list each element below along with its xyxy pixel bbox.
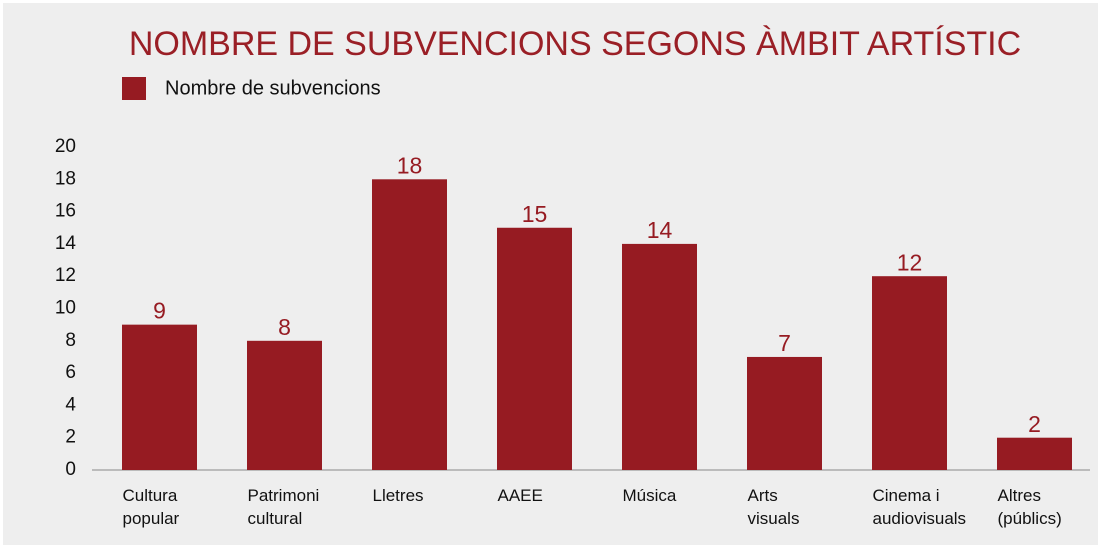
- bar: [747, 356, 822, 470]
- y-tick-label: 8: [65, 330, 76, 351]
- value-label: 8: [278, 314, 291, 340]
- x-tick-label: Cultura popular: [123, 486, 180, 528]
- y-tick-label: 12: [55, 265, 76, 286]
- bar: [497, 227, 572, 470]
- legend-label: Nombre de subvencions: [165, 77, 381, 99]
- value-label: 18: [397, 152, 423, 178]
- bar: [872, 276, 947, 470]
- value-label: 12: [897, 249, 923, 275]
- y-tick-label: 0: [65, 459, 76, 480]
- y-tick-label: 4: [65, 394, 76, 415]
- y-tick-label: 10: [55, 298, 76, 319]
- value-label: 14: [647, 217, 673, 243]
- x-tick-label: Cinema i audiovisuals: [873, 486, 967, 528]
- value-label: 9: [153, 298, 166, 324]
- y-tick-label: 6: [65, 362, 76, 383]
- y-tick-label: 2: [65, 427, 76, 448]
- x-tick-label: Arts visuals: [748, 486, 800, 528]
- y-tick-label: 18: [55, 168, 76, 189]
- legend-swatch: [122, 77, 146, 100]
- x-tick-label: Patrimoni cultural: [248, 486, 320, 528]
- bar: [247, 340, 322, 470]
- value-label: 7: [778, 330, 791, 356]
- x-tick-label: Altres (públics): [998, 486, 1062, 528]
- bar: [997, 437, 1072, 470]
- x-tick-label: Música: [623, 486, 677, 505]
- bar: [372, 179, 447, 471]
- value-label: 2: [1028, 411, 1041, 437]
- chart-title: NOMBRE DE SUBVENCIONS SEGONS ÀMBIT ARTÍS…: [129, 25, 1021, 63]
- bar: [122, 324, 197, 470]
- bar: [622, 243, 697, 470]
- y-tick-label: 14: [55, 233, 77, 254]
- value-label: 15: [522, 201, 548, 227]
- y-tick-label: 20: [55, 136, 76, 157]
- x-tick-label: Lletres: [373, 486, 424, 505]
- y-tick-label: 16: [55, 201, 76, 222]
- x-tick-label: AAEE: [498, 486, 543, 505]
